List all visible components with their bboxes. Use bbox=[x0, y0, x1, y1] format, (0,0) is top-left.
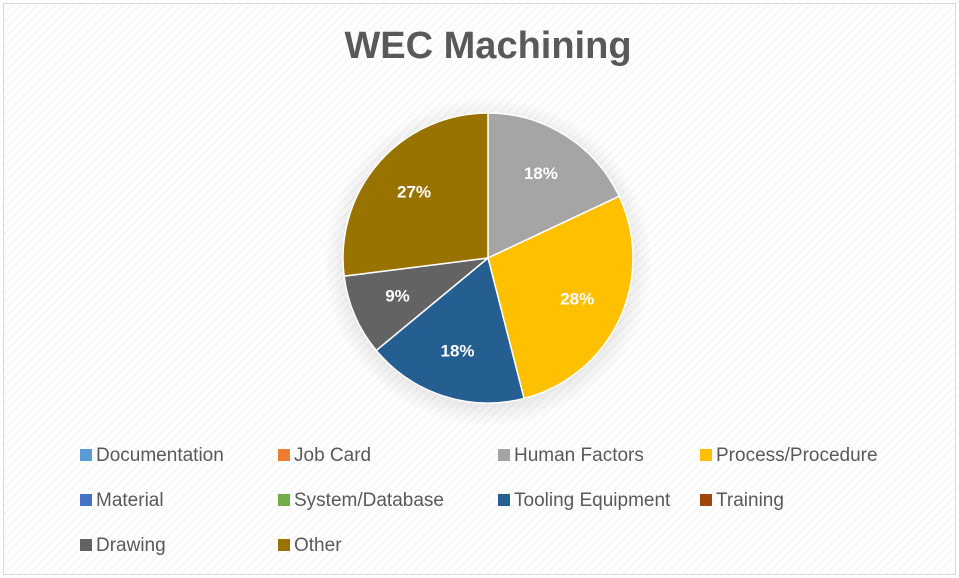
data-label: 27% bbox=[397, 182, 431, 201]
legend-label: Documentation bbox=[96, 445, 224, 466]
pie-slice bbox=[375, 256, 525, 404]
legend-label: Training bbox=[716, 490, 784, 511]
legend-swatch bbox=[700, 449, 712, 461]
legend-swatch bbox=[80, 539, 92, 551]
legend-swatch bbox=[498, 449, 510, 461]
chart-title: WEC Machining bbox=[344, 25, 631, 67]
legend-label: Drawing bbox=[96, 535, 166, 556]
pie-slice bbox=[343, 256, 491, 352]
legend-swatch bbox=[80, 494, 92, 506]
pie-slice bbox=[487, 112, 621, 260]
data-label: 18% bbox=[524, 164, 558, 183]
legend-label: Material bbox=[96, 490, 164, 511]
data-label: 18% bbox=[441, 341, 475, 360]
legend-label: Job Card bbox=[294, 445, 371, 466]
data-label: 28% bbox=[560, 289, 594, 308]
legend-swatch bbox=[498, 494, 510, 506]
legend-swatch bbox=[278, 539, 290, 551]
pie-slice bbox=[342, 112, 489, 278]
legend-swatch bbox=[700, 494, 712, 506]
legend-swatch bbox=[278, 449, 290, 461]
legend-label: Tooling Equipment bbox=[514, 490, 671, 511]
legend-label: Process/Procedure bbox=[716, 445, 878, 466]
legend-label: System/Database bbox=[294, 490, 444, 511]
data-label: 9% bbox=[385, 287, 410, 306]
legend-label: Other bbox=[294, 535, 342, 556]
legend-swatch bbox=[278, 494, 290, 506]
legend-swatch bbox=[80, 449, 92, 461]
pie-slice bbox=[487, 195, 634, 400]
legend-label: Human Factors bbox=[514, 445, 644, 466]
